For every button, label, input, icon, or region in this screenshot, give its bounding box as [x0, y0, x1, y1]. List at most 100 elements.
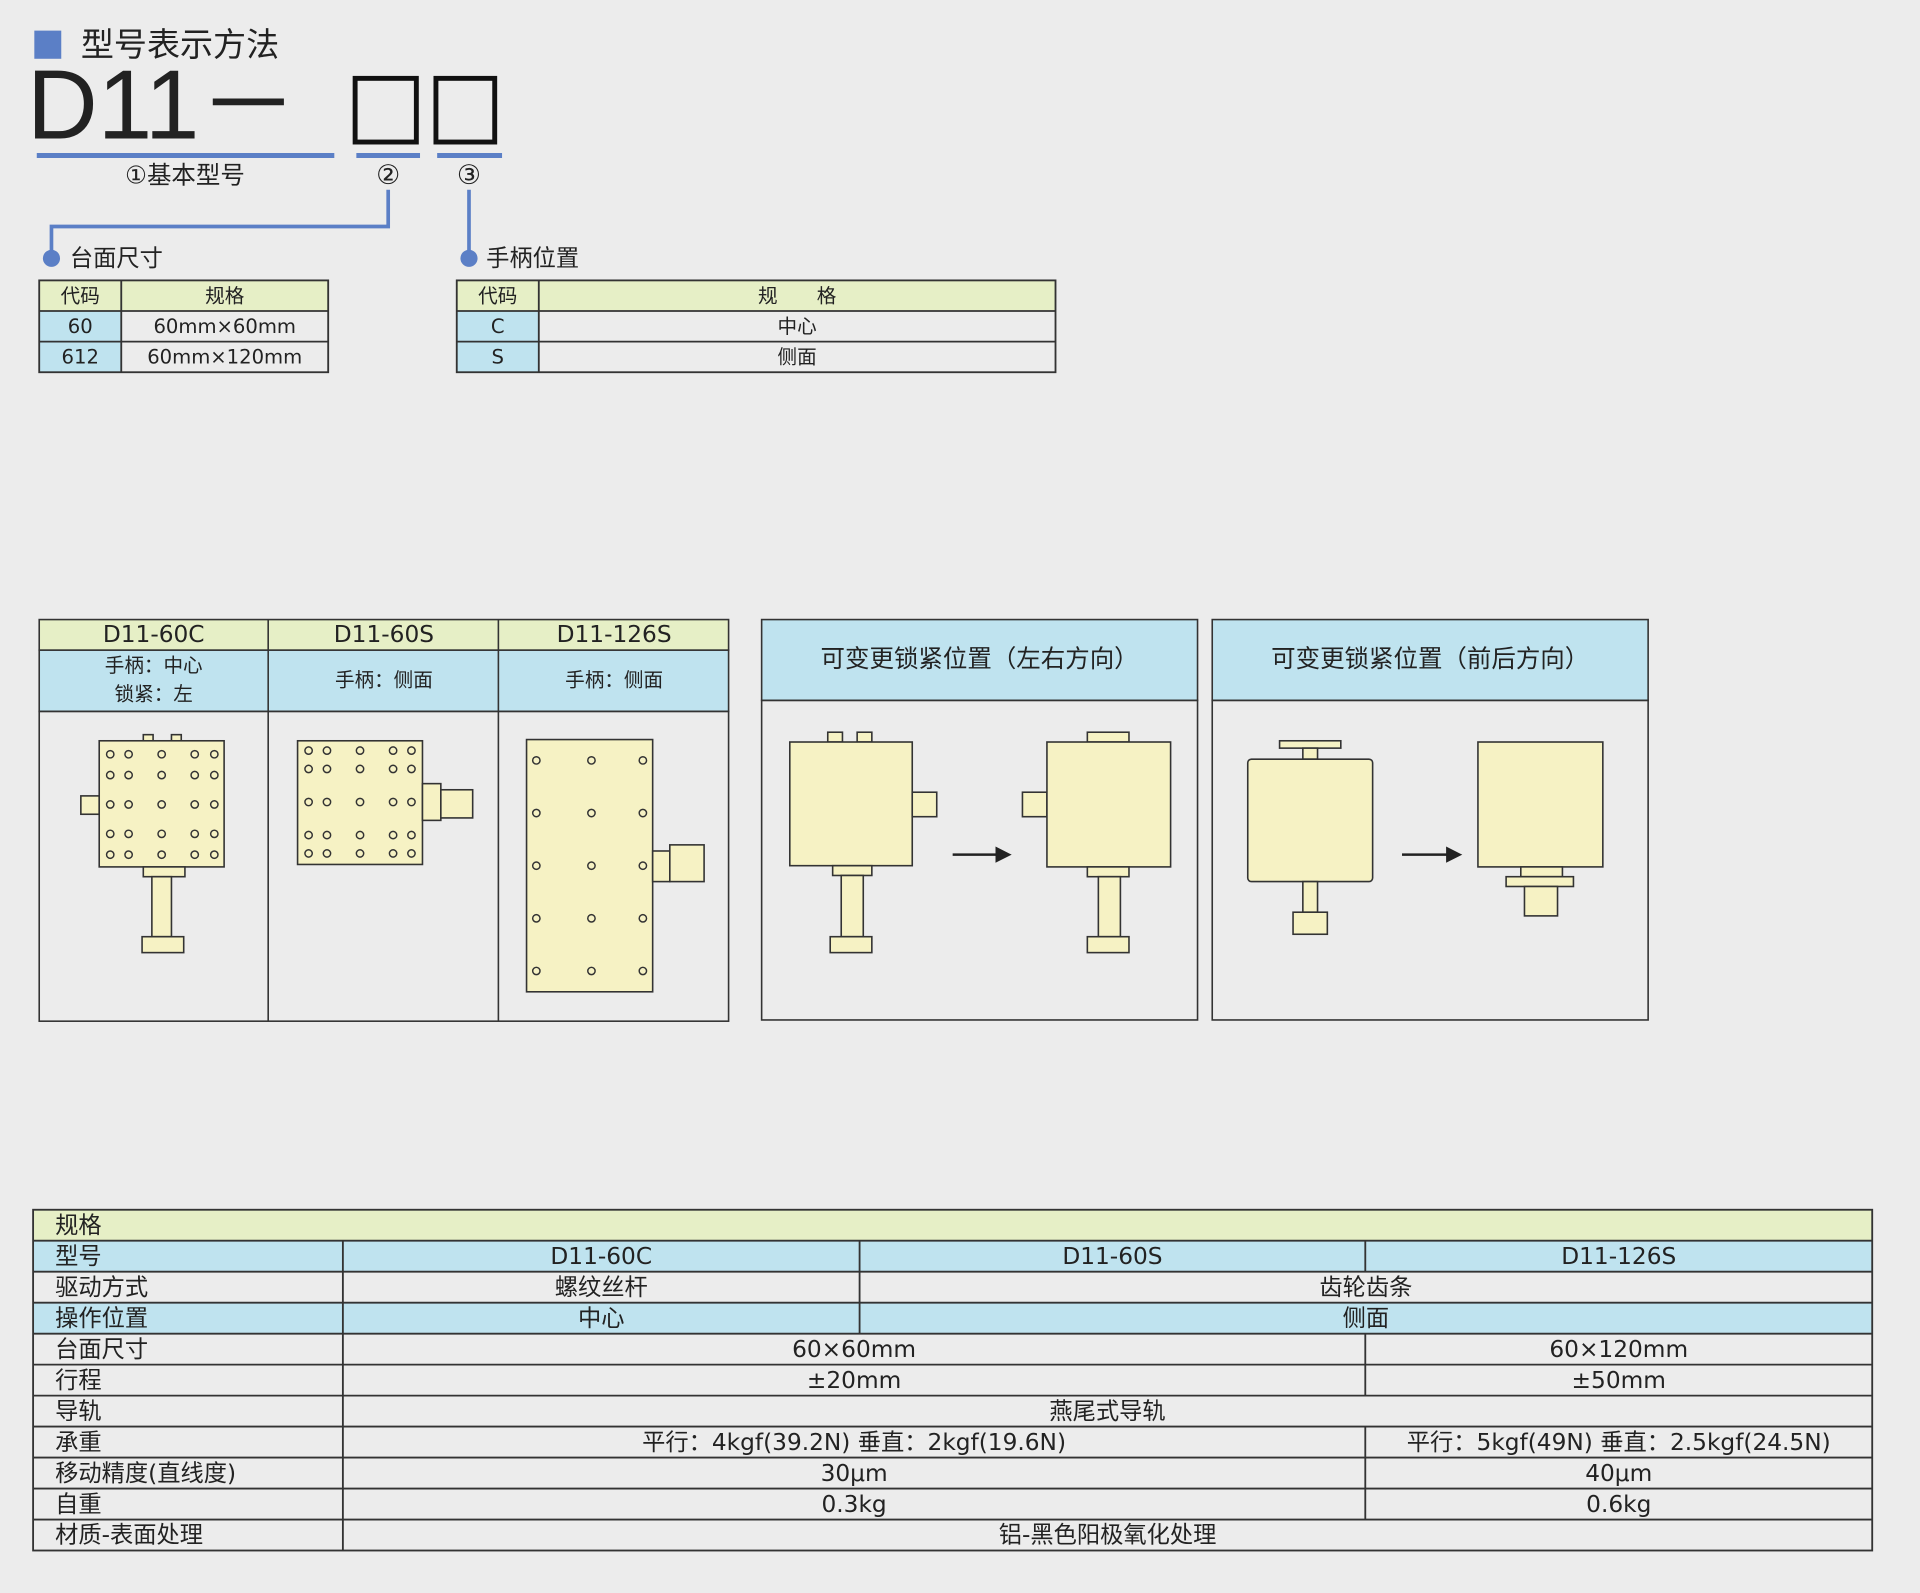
num-label: ③ — [457, 160, 481, 191]
hole — [124, 800, 134, 809]
hole — [209, 770, 219, 780]
hole — [388, 764, 398, 774]
dot — [460, 249, 478, 267]
hole — [388, 746, 398, 755]
hole — [638, 966, 648, 976]
row-label: 自重 — [55, 1491, 102, 1518]
cell: D11-60S — [1062, 1243, 1162, 1270]
row-label: 承重 — [55, 1429, 102, 1456]
hole — [124, 850, 134, 860]
cell: 螺纹丝杆 — [555, 1274, 648, 1301]
placeholder-box — [433, 75, 498, 145]
hole — [157, 829, 167, 839]
dot — [42, 249, 61, 267]
cell: 铝-黑色阳极氧化处理 — [999, 1522, 1217, 1549]
cell: D11-126S — [1561, 1243, 1676, 1270]
hole — [124, 770, 134, 780]
hole — [190, 749, 200, 759]
underlines — [36, 153, 503, 258]
table-border — [32, 1208, 1874, 1552]
hole — [388, 797, 398, 807]
hole — [407, 797, 416, 807]
hole — [157, 770, 167, 780]
hole — [407, 830, 416, 840]
cell: 平行：5kgf(49N) 垂直：2.5kgf(24.5N) — [1407, 1429, 1831, 1456]
title-bg — [33, 1209, 1873, 1241]
row-label: 驱动方式 — [55, 1274, 148, 1301]
model-desc: 锁紧：左 — [115, 682, 193, 705]
row-bg — [33, 1240, 1873, 1272]
hole — [304, 830, 314, 840]
hole — [638, 861, 648, 871]
num-label: ② — [376, 160, 400, 191]
code-bg — [456, 341, 539, 373]
hole — [531, 755, 541, 765]
section-title: 型号表示方法 — [81, 25, 279, 64]
hole — [355, 764, 365, 774]
row-label: 型号 — [55, 1243, 102, 1270]
cell: 平行：4kgf(39.2N) 垂直：2kgf(19.6N) — [642, 1429, 1066, 1456]
hole — [105, 800, 115, 809]
hole — [190, 770, 200, 780]
cell: 60 — [68, 315, 93, 338]
hole — [407, 849, 416, 858]
row-label: 台面尺寸 — [55, 1336, 148, 1363]
panel-title: 可变更锁紧位置（前后方向） — [1271, 644, 1589, 673]
cell: 侧面 — [778, 346, 817, 369]
header-bg — [39, 280, 329, 312]
hole — [407, 764, 416, 774]
hole — [531, 913, 541, 923]
hole — [105, 770, 115, 780]
hole — [355, 746, 365, 755]
hole — [388, 849, 398, 858]
cell: C — [491, 315, 505, 338]
hole — [190, 829, 200, 839]
basic-label: ①基本型号 — [125, 160, 245, 189]
hole — [190, 850, 200, 860]
hole — [355, 830, 365, 840]
hole — [322, 797, 332, 807]
cell: 0.3kg — [821, 1491, 886, 1518]
hole — [157, 749, 167, 759]
cell: 60×120mm — [1549, 1336, 1688, 1363]
hole — [304, 746, 314, 755]
hole — [322, 849, 332, 858]
table-border — [455, 279, 1057, 374]
hole — [304, 849, 314, 858]
column-header: 规格 — [205, 284, 245, 307]
hole — [105, 850, 115, 860]
hole — [124, 749, 134, 759]
cell: ±50mm — [1572, 1367, 1666, 1394]
hole — [355, 797, 365, 807]
cell: S — [492, 346, 504, 369]
title-marker — [34, 30, 62, 59]
row-label: 材质-表面处理 — [55, 1522, 203, 1549]
cell: 30μm — [821, 1460, 888, 1487]
code-bg — [39, 341, 122, 373]
column-header: 代码 — [61, 284, 100, 307]
hole — [531, 966, 541, 976]
hole — [157, 850, 167, 860]
hole — [587, 755, 596, 765]
cell: 中心 — [778, 315, 817, 338]
model-name: D11-60C — [103, 621, 205, 648]
hole — [105, 749, 115, 759]
cell: 60×60mm — [792, 1336, 916, 1363]
hole — [407, 746, 416, 755]
hole — [157, 800, 167, 809]
model-name: D11-126S — [557, 621, 672, 648]
cell: 燕尾式导轨 — [1049, 1398, 1165, 1425]
hole — [322, 764, 332, 774]
row-label: 操作位置 — [55, 1305, 148, 1332]
cell: 60mm×60mm — [153, 315, 296, 338]
model-desc: 手柄：侧面 — [335, 668, 433, 691]
header-bg — [456, 280, 1056, 312]
hole — [304, 797, 314, 807]
hole — [209, 829, 219, 839]
hole — [388, 830, 398, 840]
hole — [638, 913, 648, 923]
cell: ±20mm — [807, 1367, 901, 1394]
cell: 侧面 — [1343, 1305, 1390, 1332]
hole — [190, 800, 200, 809]
